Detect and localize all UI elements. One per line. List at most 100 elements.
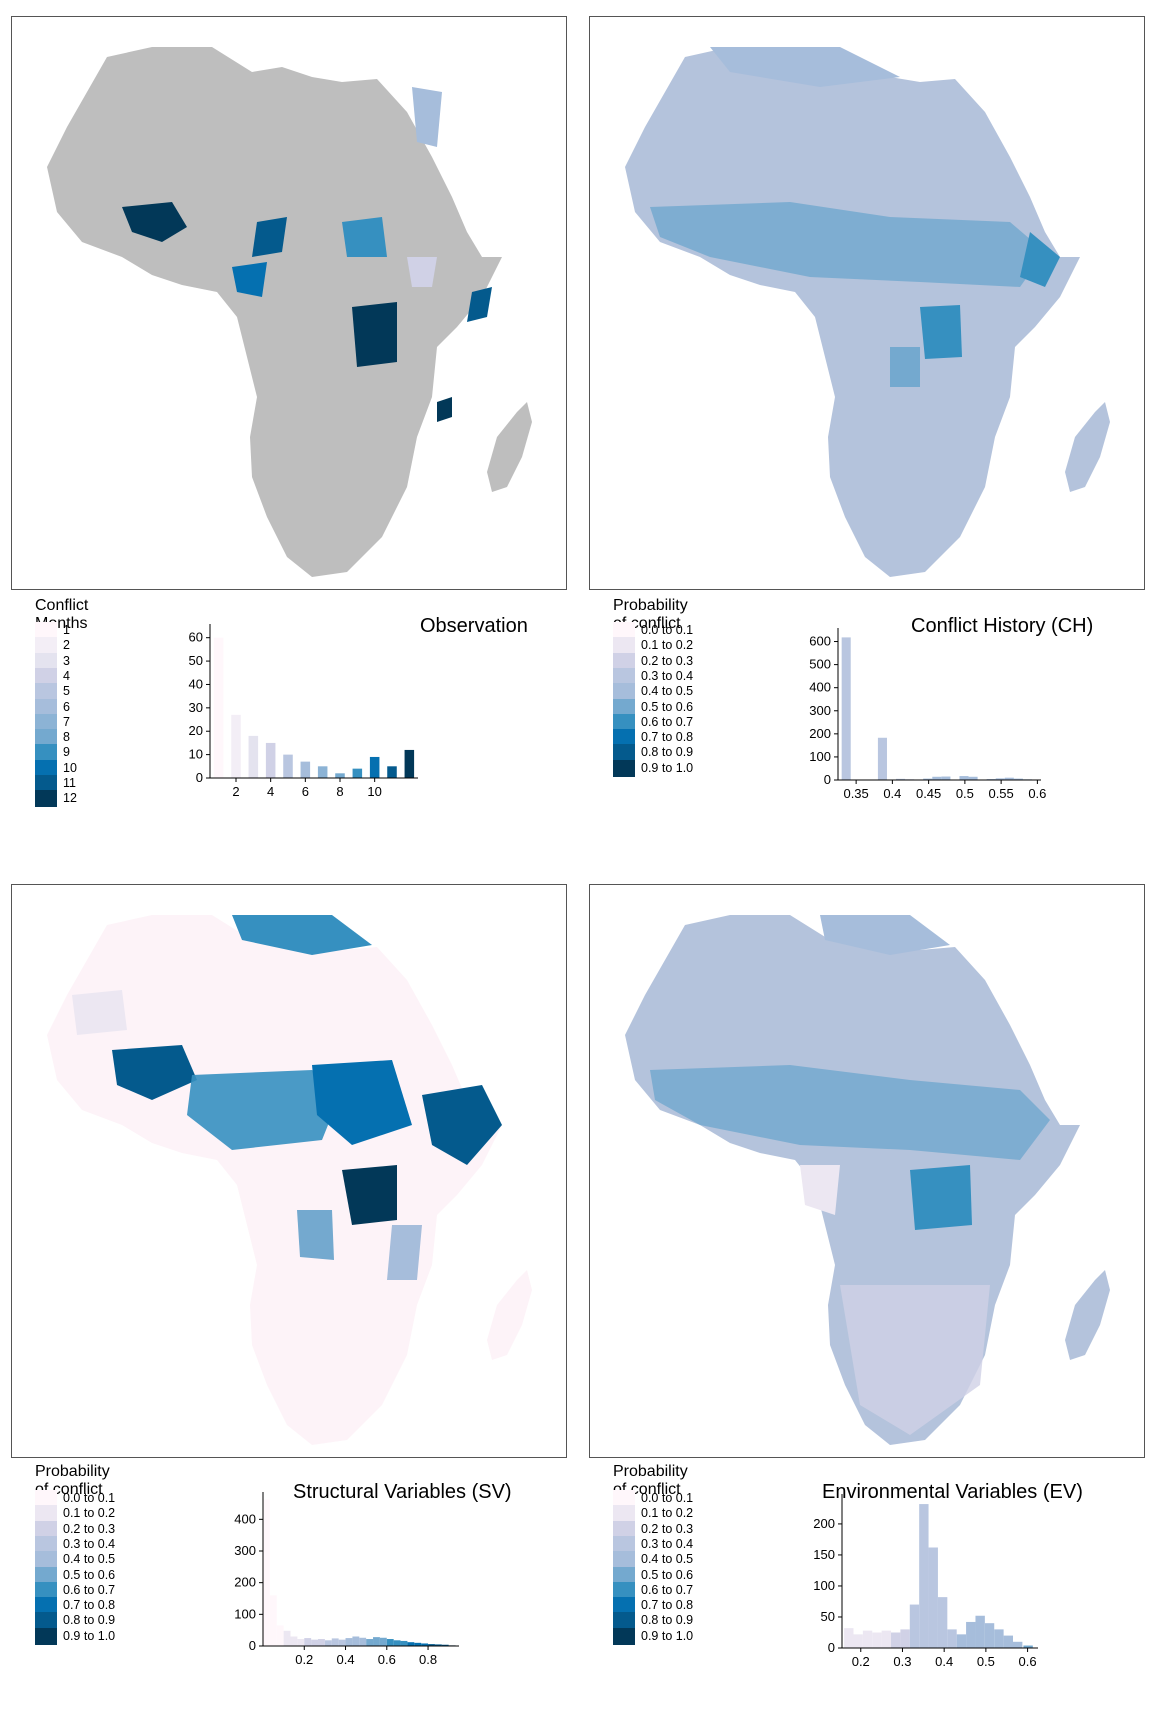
x-tick-label: 0.5 (977, 1654, 995, 1669)
legend-title: Probability of conflict (35, 1463, 110, 1498)
x-tick-label: 0.2 (295, 1652, 313, 1667)
region-drc (342, 1165, 397, 1225)
y-tick-label: 100 (813, 1578, 835, 1593)
legend-swatch (35, 683, 57, 701)
region-east (387, 1225, 422, 1280)
x-tick-label: 4 (267, 784, 274, 799)
madagascar (487, 1270, 532, 1360)
legend-label: 0.0 to 0.1 (63, 1491, 116, 1505)
legend-swatch (613, 744, 635, 762)
legend-swatch (613, 698, 635, 716)
region-mediterranean (820, 915, 950, 955)
legend-label: 2 (63, 638, 70, 653)
histogram-bar (379, 1637, 387, 1646)
histogram-bar (352, 768, 363, 778)
histogram-bar (937, 1597, 948, 1648)
histogram-bar (909, 1604, 920, 1648)
legend-swatch (613, 1505, 635, 1523)
region-east-coast (1020, 232, 1060, 287)
region-mid-mozambique (437, 397, 452, 422)
histogram-bar (283, 1630, 291, 1646)
histogram-bar (984, 1623, 995, 1648)
histogram-bar (318, 1639, 325, 1646)
y-tick-label: 300 (234, 1543, 256, 1558)
legend-label: 0.3 to 0.4 (641, 668, 694, 683)
africa-landmass (625, 47, 1080, 577)
legend: 1 2 3 4 5 6 7 8 9 10 11 12 (35, 622, 155, 832)
histogram-bar (959, 776, 969, 780)
legend-swatch (613, 1520, 635, 1538)
legend: 0.0 to 0.1 0.1 to 0.2 0.2 to 0.3 0.3 to 0.4… (613, 622, 743, 802)
legend-label: 5 (63, 684, 70, 699)
histogram-bar (311, 1639, 319, 1646)
histogram-bar (1004, 777, 1014, 780)
legend-label: 0.4 to 0.5 (63, 1552, 116, 1567)
y-tick-label: 0 (196, 770, 203, 785)
x-tick-label: 2 (232, 784, 239, 799)
map-observation (11, 16, 567, 590)
histogram-bar (359, 1637, 367, 1646)
y-tick-label: 0 (249, 1638, 256, 1653)
histogram-bar (872, 1632, 882, 1648)
histogram-bar (881, 1630, 892, 1648)
histogram-bar (441, 1644, 449, 1646)
x-tick-label: 0.3 (893, 1654, 911, 1669)
legend-label: 0.8 to 0.9 (63, 1613, 116, 1628)
legend-label: 3 (63, 653, 70, 668)
legend-label: 0.7 to 0.8 (641, 1598, 694, 1613)
legend-swatch (613, 1490, 635, 1507)
y-tick-label: 600 (809, 634, 831, 649)
region-horn (422, 1085, 502, 1165)
legend-swatch (613, 1566, 635, 1584)
region-mid-nigeria (232, 262, 267, 297)
region-dark-west (122, 202, 187, 242)
legend-label: 4 (63, 668, 70, 683)
histogram-bar (1012, 1641, 1023, 1648)
histogram-bar (896, 778, 906, 780)
y-tick-label: 500 (809, 657, 831, 672)
africa-landmass (47, 47, 502, 577)
legend-label: 0.5 to 0.6 (641, 1567, 694, 1582)
legend-label: 0.2 to 0.3 (641, 1521, 694, 1536)
x-tick-label: 0.55 (988, 786, 1013, 801)
region-light-2 (407, 257, 437, 287)
histogram-observation: 0 10 20 30 40 50 60 2 4 6 8 10 (189, 622, 418, 799)
legend-label: 0.3 to 0.4 (641, 1536, 694, 1551)
histogram-bar (968, 776, 978, 780)
y-tick-label: 100 (809, 749, 831, 764)
x-tick-label: 8 (336, 784, 343, 799)
legend-swatch (613, 1551, 635, 1569)
histogram-bar (345, 1638, 353, 1646)
histogram-bar (300, 761, 311, 778)
y-tick-label: 200 (813, 1516, 835, 1531)
histogram-bar (421, 1643, 429, 1646)
legend-swatch (613, 729, 635, 747)
region-angola-west (800, 1165, 840, 1215)
legend: 0.0 to 0.1 0.1 to 0.2 0.2 to 0.3 0.3 to 0.4… (35, 1490, 165, 1670)
region-drc (910, 1165, 972, 1230)
y-tick-label: 100 (234, 1606, 256, 1621)
x-tick-label: 0.2 (852, 1654, 870, 1669)
legend-swatch (613, 1597, 635, 1615)
legend-swatch (613, 713, 635, 731)
legend-swatch (35, 775, 57, 792)
x-tick-label: 0.4 (336, 1652, 354, 1667)
histogram-bar (366, 1639, 374, 1646)
region-sahel-band (650, 1065, 1050, 1160)
histogram-bar (269, 1595, 277, 1646)
histogram-bar (373, 1637, 380, 1646)
legend-label: 0.1 to 0.2 (641, 638, 694, 653)
histogram-bar (331, 1638, 339, 1646)
histogram-bar (386, 1639, 394, 1646)
region-dark-drc (352, 302, 397, 367)
legend-swatch (613, 1581, 635, 1599)
legend-label: 0.1 to 0.2 (63, 1506, 116, 1521)
histogram-bar (900, 1629, 910, 1648)
legend-swatch (35, 1627, 57, 1645)
legend-label: 11 (63, 776, 76, 790)
map-ch (589, 16, 1145, 590)
legend-label: 0.9 to 1.0 (641, 760, 694, 775)
histogram-bar (213, 637, 224, 778)
legend-label: 0.6 to 0.7 (63, 1582, 116, 1597)
region-south-light (840, 1285, 990, 1435)
